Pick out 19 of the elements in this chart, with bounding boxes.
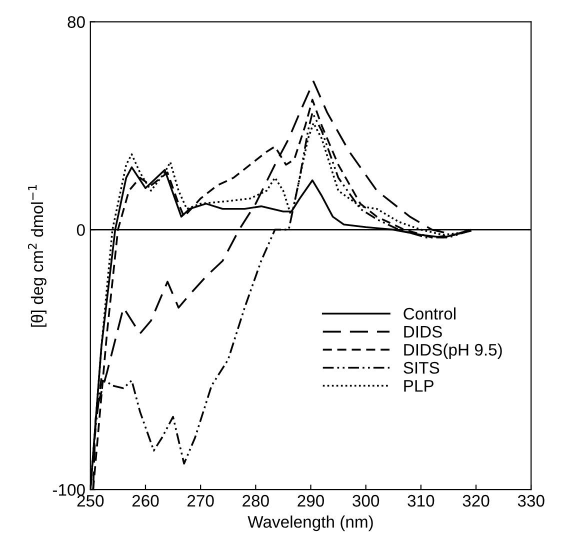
legend-label: DIDS <box>404 326 442 338</box>
y-tick-label: 0 <box>76 224 85 236</box>
x-tick-label: 250 <box>77 494 104 507</box>
y-axis-title: [θ] deg cm$^{2}$ dmol$^{−1}$ <box>28 185 46 327</box>
x-tick-label: 320 <box>462 494 490 507</box>
legend-label: SITS <box>404 362 440 374</box>
x-tick-label: 330 <box>518 494 544 507</box>
x-tick-label: 260 <box>132 494 159 507</box>
x-tick-label: 290 <box>298 494 324 507</box>
x-tick-label: 280 <box>242 494 269 507</box>
y-tick-label: 80 <box>68 16 85 28</box>
legend-label: DIDS(pH 9.5) <box>404 343 502 359</box>
legend-label: PLP <box>404 380 434 392</box>
x-axis-title: Wavelength (nm) <box>248 516 373 532</box>
x-tick-label: 300 <box>352 494 380 507</box>
x-tick-label: 270 <box>188 494 214 507</box>
y-tick-label: -100 <box>52 484 85 496</box>
x-tick-label: 310 <box>408 494 434 507</box>
legend-label: Control <box>404 307 456 320</box>
